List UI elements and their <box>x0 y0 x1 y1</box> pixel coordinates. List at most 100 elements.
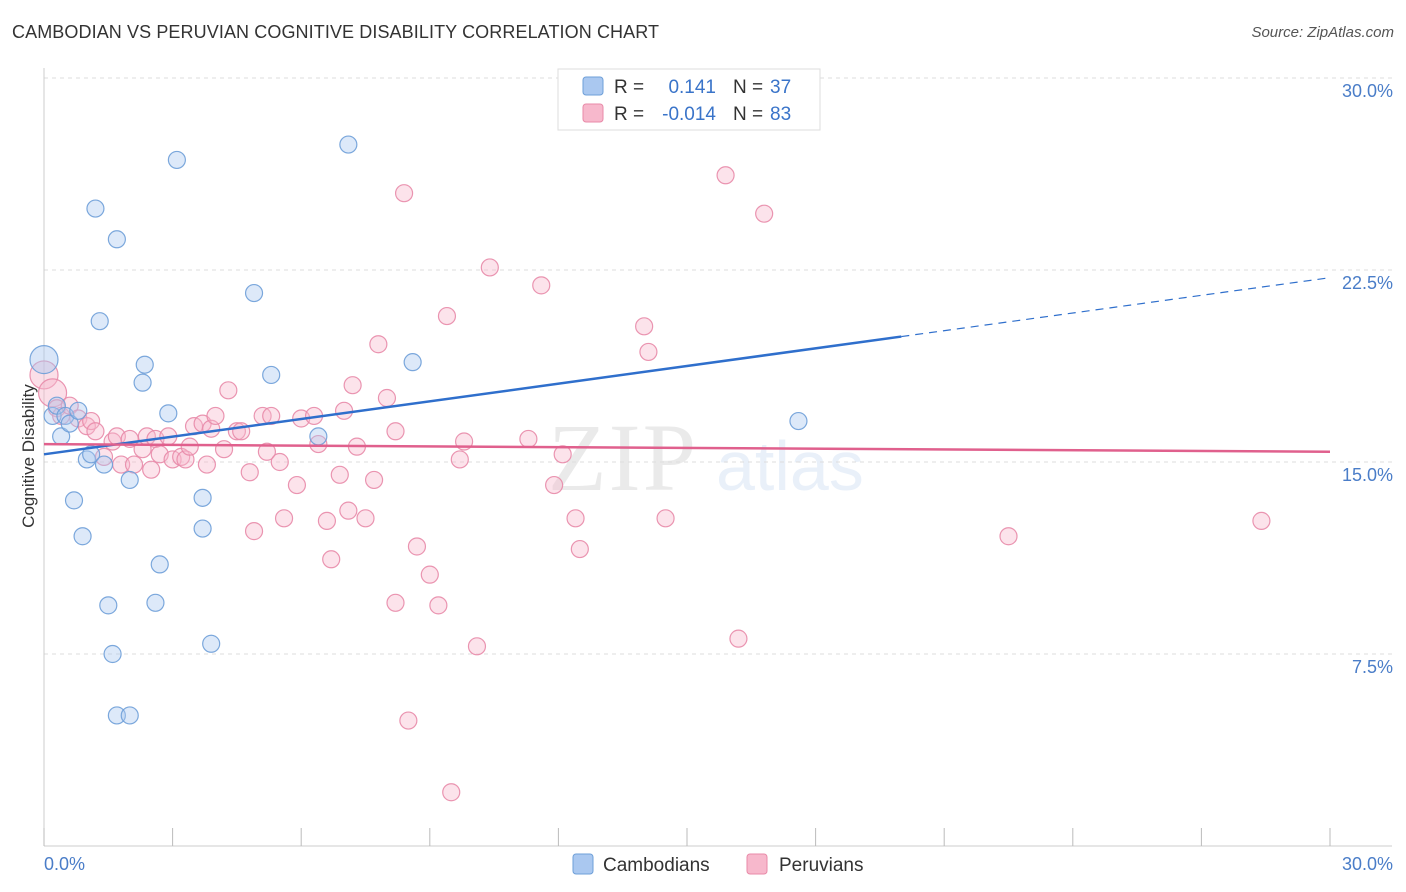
peruvians-trend-line <box>43 442 1331 454</box>
peruvians-point <box>480 258 499 277</box>
peruvians-point <box>197 455 216 474</box>
peruvians-point <box>755 204 774 223</box>
peruvians-point <box>450 450 469 469</box>
peruvians-point <box>1252 511 1271 530</box>
peruvians-point <box>545 475 564 495</box>
y-tick-label: 30.0% <box>1342 81 1393 101</box>
grid-lines <box>44 77 1392 655</box>
peruvians-point <box>429 596 448 615</box>
stats-n-value-2: 83 <box>770 104 791 125</box>
stats-r-value-1: 0.141 <box>668 77 716 98</box>
peruvians-point <box>330 465 349 484</box>
cambodians-point <box>193 488 212 507</box>
cambodians-point <box>159 404 178 423</box>
cambodians-point <box>69 401 88 420</box>
cambodians-point <box>167 150 186 170</box>
cambodians-point <box>262 365 281 385</box>
peruvians-point <box>244 522 264 541</box>
cambodians-point <box>193 519 212 538</box>
legend-label-peruvians: Peruvians <box>779 855 864 876</box>
peruvians-point <box>729 629 748 648</box>
cambodians-trend-extension <box>901 277 1331 338</box>
peruvians-point <box>82 411 101 431</box>
peruvians-point <box>386 422 405 441</box>
cambodians-point <box>107 706 126 725</box>
cambodians-point <box>403 353 422 372</box>
svg-text:atlas: atlas <box>716 427 864 505</box>
peruvians-point <box>656 509 675 528</box>
axes <box>43 68 1392 847</box>
y-tick-labels: 7.5% 15.0% 22.5% 30.0% <box>1342 81 1393 677</box>
cambodians-point <box>86 199 105 218</box>
x-tick-marks <box>43 828 1331 846</box>
peruvians-point <box>339 501 358 520</box>
cambodians-point <box>146 593 165 612</box>
stats-n-label-2: N = <box>733 104 763 125</box>
peruvians-point <box>716 166 735 185</box>
stats-r-label-1: R = <box>614 77 644 98</box>
peruvians-point <box>180 437 199 456</box>
peruvians-point <box>467 637 487 656</box>
peruvians-point <box>219 381 238 400</box>
cambodians-point <box>64 491 84 510</box>
peruvians-point <box>334 401 354 420</box>
peruvians-point <box>240 463 259 482</box>
peruvians-point <box>999 527 1018 546</box>
peruvians-point <box>553 445 572 464</box>
zipatlas-watermark: ZIP atlas <box>548 404 864 511</box>
cambodians-point <box>29 345 59 375</box>
peruvians-point <box>364 470 384 490</box>
cambodians-point <box>244 283 264 303</box>
y-tick-label: 22.5% <box>1342 273 1393 293</box>
peruvians-point <box>570 539 589 559</box>
peruvians-point <box>407 537 427 556</box>
cambodians-point <box>789 411 808 431</box>
cambodians-point <box>94 455 114 474</box>
y-tick-label: 7.5% <box>1352 657 1393 677</box>
peruvians-point <box>60 396 79 415</box>
peruvians-point <box>309 434 328 454</box>
svg-text:ZIP: ZIP <box>548 404 698 511</box>
legend-swatch-peruvians <box>746 853 768 875</box>
cambodians-point <box>120 706 139 725</box>
peruvians-point <box>270 452 289 472</box>
legend-label-cambodians: Cambodians <box>603 855 710 876</box>
peruvians-point <box>437 306 457 326</box>
peruvians-point <box>206 406 225 426</box>
peruvians-point <box>566 509 585 528</box>
cambodians-point <box>107 230 126 249</box>
cambodians-point <box>103 644 122 664</box>
cambodians-point <box>309 427 328 446</box>
peruvians-point <box>142 460 161 479</box>
stats-swatch-cambodians <box>582 76 604 96</box>
stats-box: R = 0.141 N = 37 R = -0.014 N = 83 <box>557 68 821 131</box>
cambodians-point <box>202 634 221 653</box>
y-axis-title: Cognitive Disability <box>19 384 38 528</box>
trend-lines <box>43 277 1331 456</box>
cambodians-point <box>43 406 62 426</box>
cambodians-point <box>60 414 79 433</box>
peruvians-point <box>214 440 234 459</box>
peruvians-point <box>532 276 551 295</box>
peruvians-point <box>377 388 397 408</box>
stats-n-label-1: N = <box>733 77 763 98</box>
cambodians-point <box>120 470 139 490</box>
legend-swatch-cambodians <box>572 853 594 875</box>
peruvians-point <box>386 593 405 612</box>
chart-title: CAMBODIAN VS PERUVIAN COGNITIVE DISABILI… <box>12 22 660 42</box>
source-credit: Source: ZipAtlas.com <box>1251 24 1394 41</box>
peruvians-point <box>394 184 414 203</box>
stats-r-value-2: -0.014 <box>662 104 716 125</box>
y-tick-label: 15.0% <box>1342 465 1393 485</box>
peruvians-point <box>86 422 105 441</box>
cambodians-point <box>135 355 154 374</box>
stats-r-label-2: R = <box>614 104 644 125</box>
peruvians-point <box>639 342 658 362</box>
peruvians-point <box>274 509 294 528</box>
legend: Cambodians Peruvians <box>572 853 864 876</box>
peruvians-point <box>420 565 439 584</box>
peruvians-point <box>343 376 362 395</box>
peruvians-point <box>369 335 388 354</box>
x-tick-label-min: 0.0% <box>44 854 85 874</box>
